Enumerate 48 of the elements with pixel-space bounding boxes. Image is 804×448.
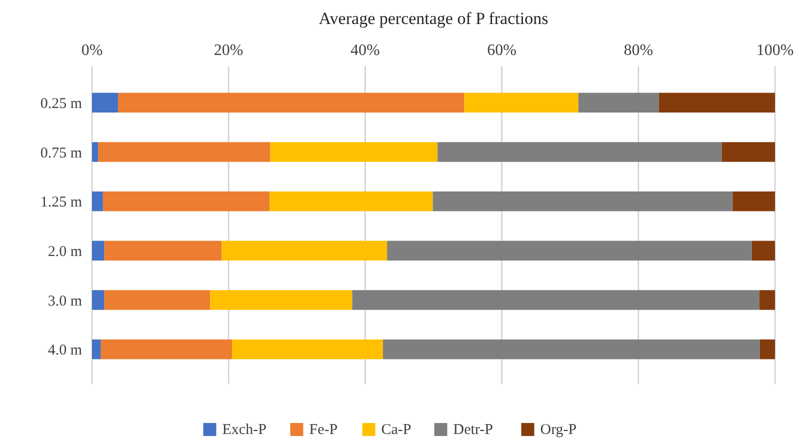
bar	[98, 142, 270, 162]
legend-label: Detr-P	[453, 422, 493, 438]
y-tick-label: 1.25 m	[40, 194, 82, 211]
legend-label: Fe-P	[309, 422, 338, 438]
bar	[100, 339, 232, 360]
bar	[210, 290, 352, 310]
bar	[432, 191, 733, 212]
legend-label: Exch-P	[222, 422, 266, 438]
y-tick-label: 0.25 m	[40, 96, 82, 112]
x-tick-label: 80%	[624, 42, 654, 59]
bar	[270, 191, 433, 212]
x-tick-label: 40%	[350, 42, 380, 59]
y-tick-label: 4.0 m	[48, 342, 82, 359]
bar	[464, 92, 578, 113]
bar	[222, 240, 388, 261]
y-tick-label: 0.75 m	[40, 145, 82, 162]
bar	[752, 240, 775, 261]
bar	[732, 191, 775, 212]
bar	[92, 191, 103, 212]
bar	[104, 240, 222, 261]
y-tick-label: 2.0 m	[48, 244, 82, 260]
bar	[92, 290, 104, 310]
bar	[92, 92, 118, 113]
bar	[232, 339, 383, 360]
bar	[118, 92, 464, 113]
x-tick-label: 100%	[756, 42, 794, 59]
bar	[92, 142, 98, 162]
x-tick-label: 60%	[487, 42, 516, 59]
bar	[102, 191, 270, 212]
bar	[92, 240, 104, 261]
bar	[104, 290, 210, 310]
bar	[578, 92, 659, 113]
legend-label: Org-P	[540, 422, 577, 438]
bar	[760, 339, 775, 360]
bar	[759, 290, 775, 310]
x-tick-label: 0%	[81, 42, 103, 59]
bar	[658, 92, 775, 113]
bar	[722, 142, 775, 162]
legend-label: Ca-P	[381, 422, 412, 438]
bar	[438, 142, 722, 162]
x-axis-title: Average percentage of P fractions	[318, 9, 548, 28]
bar	[382, 339, 760, 360]
bar	[92, 339, 101, 360]
bar	[270, 142, 438, 162]
bar	[387, 240, 752, 261]
x-tick-label: 20%	[214, 42, 244, 59]
y-tick-label: 3.0 m	[48, 293, 82, 310]
bar	[352, 290, 760, 310]
